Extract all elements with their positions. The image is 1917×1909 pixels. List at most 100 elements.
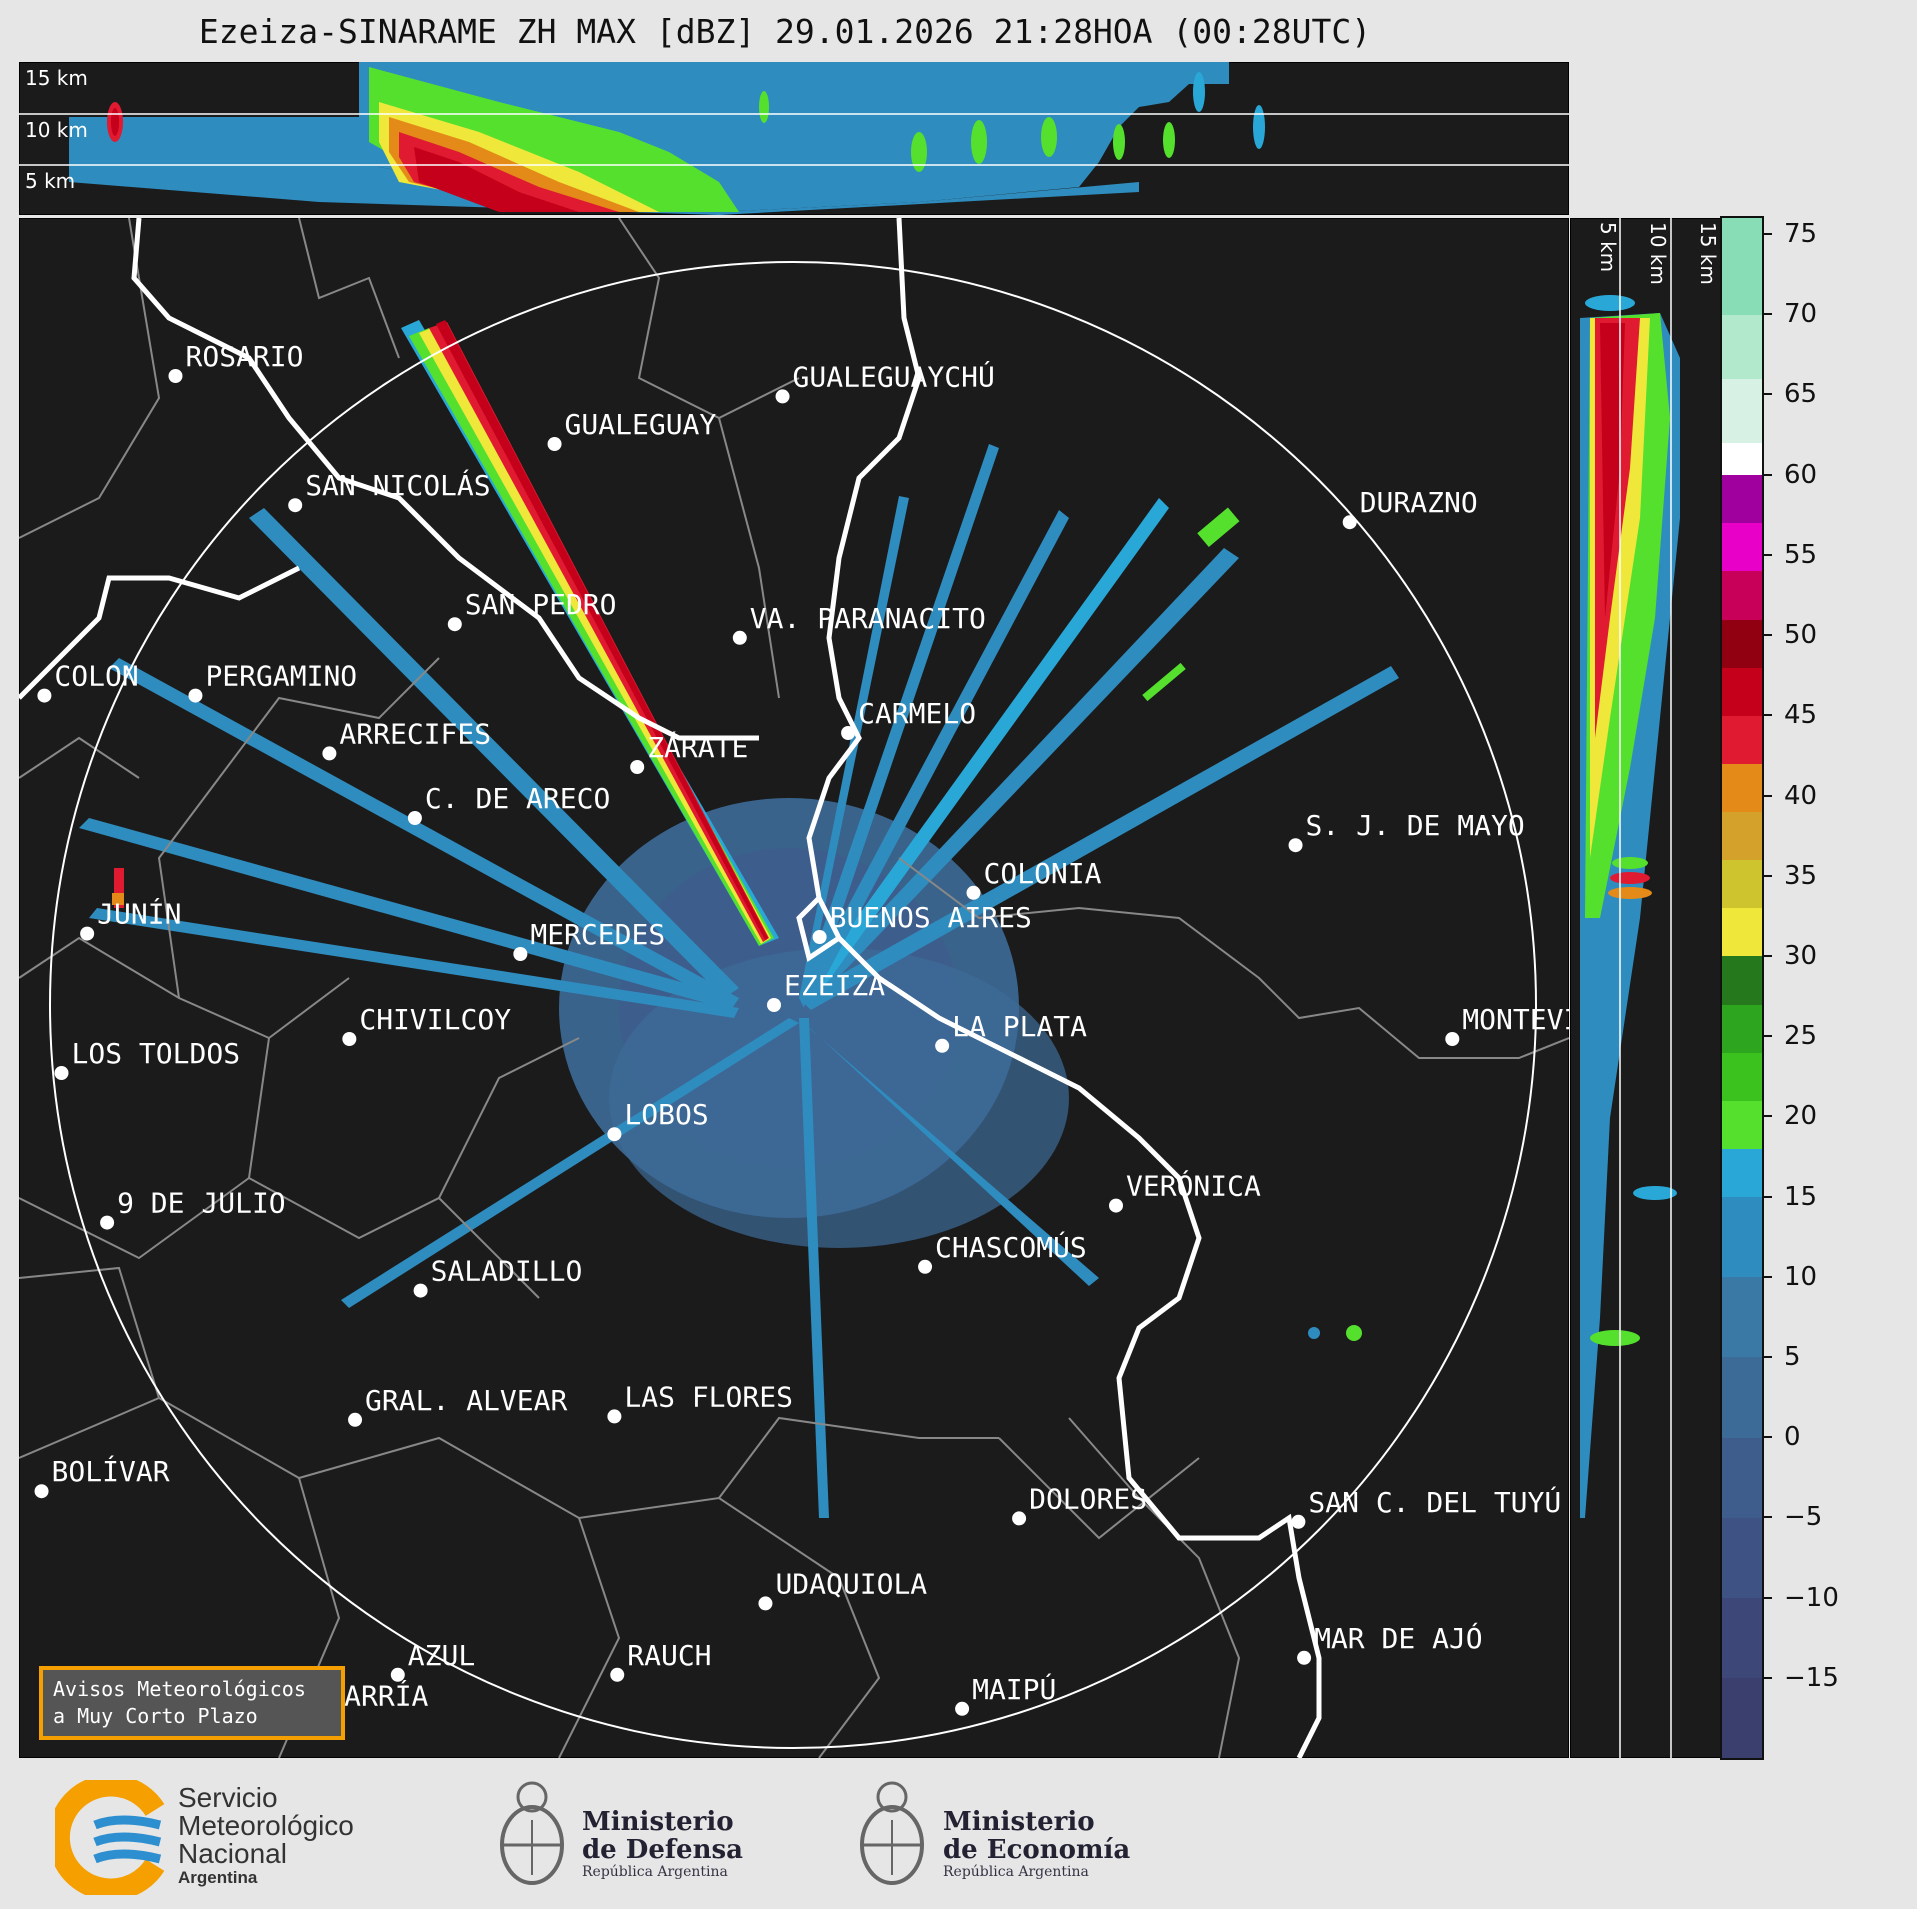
city-marker: DOLORES bbox=[1012, 1482, 1147, 1526]
city-dot bbox=[342, 1032, 357, 1046]
colorbar-band bbox=[1722, 667, 1762, 716]
colorbar-tick-label: 15 bbox=[1784, 1181, 1818, 1212]
city-label: CHASCOMÚS bbox=[935, 1230, 1087, 1264]
colorbar-tick-mark bbox=[1762, 714, 1772, 717]
city-label: 9 DE JULIO bbox=[117, 1187, 286, 1220]
radar-map: ROSARIO GUALEGUAYCHÚ GUALEGUAY SAN NICOLÁS D… bbox=[17, 217, 1631, 1760]
city-dot bbox=[1109, 1198, 1123, 1213]
smn-line-4: Argentina bbox=[178, 1868, 258, 1887]
colorbar-tick-mark bbox=[1762, 954, 1772, 957]
colorbar-tick-mark bbox=[1762, 473, 1772, 476]
colorbar-tick-label: 60 bbox=[1784, 459, 1818, 490]
height-label-15km: 15 km bbox=[25, 66, 88, 90]
economia-line-1: Ministerio bbox=[943, 1807, 1095, 1837]
economia-line-2: de Economía bbox=[943, 1835, 1131, 1865]
top-cross-section: 15 km 10 km 5 km bbox=[18, 61, 1570, 216]
colorbar-band bbox=[1722, 1004, 1762, 1053]
colorbar-tick-mark bbox=[1762, 874, 1772, 877]
city-dot bbox=[1342, 515, 1357, 530]
aviso-line-2: a Muy Corto Plazo bbox=[53, 1704, 258, 1728]
city-dot bbox=[767, 998, 781, 1012]
city-label: LAS FLORES bbox=[624, 1380, 793, 1413]
city-marker: ROSARIO bbox=[168, 340, 304, 383]
city-marker: SAN PEDRO bbox=[447, 588, 617, 632]
economia-coat-of-arms-icon bbox=[860, 1781, 924, 1885]
city-label: MAIPÚ bbox=[972, 1672, 1056, 1706]
city-dot bbox=[935, 1038, 950, 1053]
city-label: LOS TOLDOS bbox=[72, 1037, 241, 1070]
city-label: COLONIA bbox=[984, 857, 1102, 890]
colorbar-tick-label: 10 bbox=[1784, 1261, 1818, 1292]
city-dot bbox=[413, 1283, 428, 1298]
colorbar-tick-label: 50 bbox=[1784, 620, 1818, 651]
city-label: AZUL bbox=[408, 1639, 475, 1672]
city-dot bbox=[188, 688, 203, 703]
city-label: DOLORES bbox=[1029, 1482, 1147, 1515]
city-label: S. J. DE MAYO bbox=[1306, 809, 1525, 842]
city-dot bbox=[1297, 1650, 1312, 1665]
city-marker: 9 DE JULIO bbox=[100, 1187, 286, 1230]
city-dot bbox=[447, 617, 462, 632]
city-label: BUENOS AIRES bbox=[830, 901, 1032, 934]
side-height-label-15km: 15 km bbox=[1696, 222, 1720, 285]
city-marker: MAIPÚ bbox=[955, 1672, 1056, 1716]
colorbar-tick-label: 75 bbox=[1784, 219, 1818, 250]
colorbar-band bbox=[1722, 570, 1762, 620]
city-marker: AZUL bbox=[390, 1639, 475, 1682]
city-label: SAN NICOLÁS bbox=[305, 468, 490, 502]
colorbar-band bbox=[1722, 1356, 1762, 1438]
city-label: C. DE ARECO bbox=[425, 782, 610, 815]
city-dot bbox=[54, 1066, 69, 1080]
colorbar-band bbox=[1722, 442, 1762, 476]
colorbar-tick-label: 30 bbox=[1784, 940, 1818, 971]
city-marker: C. DE ARECO bbox=[407, 782, 610, 825]
city-dot bbox=[1012, 1511, 1027, 1526]
colorbar-tick-mark bbox=[1762, 233, 1772, 236]
city-dot bbox=[37, 688, 52, 703]
city-dot bbox=[1445, 1032, 1460, 1046]
city-dot bbox=[775, 389, 790, 404]
colorbar-tick-mark bbox=[1762, 553, 1772, 556]
city-dot bbox=[812, 930, 827, 944]
city-marker: GUALEGUAY bbox=[547, 408, 716, 451]
colorbar-band bbox=[1722, 1052, 1762, 1101]
colorbar-band bbox=[1722, 218, 1762, 315]
colorbar-tick-label: −15 bbox=[1784, 1662, 1839, 1693]
city-marker: GRAL. ALVEAR bbox=[348, 1384, 567, 1427]
city-marker: SALADILLO bbox=[413, 1255, 582, 1298]
city-marker: SAN C. DEL TUYÚ bbox=[1291, 1485, 1561, 1529]
city-dot bbox=[1291, 1514, 1306, 1529]
colorbar-tick-mark bbox=[1762, 1516, 1772, 1519]
radar-echoes bbox=[79, 320, 1399, 1518]
colorbar bbox=[1720, 216, 1764, 1760]
colorbar-tick-label: 5 bbox=[1784, 1341, 1801, 1372]
colorbar-tick-mark bbox=[1762, 393, 1772, 396]
colorbar-tick-label: −10 bbox=[1784, 1582, 1839, 1613]
colorbar-tick-mark bbox=[1762, 1355, 1772, 1358]
colorbar-tick-label: 65 bbox=[1784, 379, 1818, 410]
height-label-10km: 10 km bbox=[25, 118, 88, 142]
city-marker: ZÁRATE bbox=[630, 730, 748, 774]
city-dot bbox=[168, 369, 183, 383]
city-dot bbox=[841, 726, 856, 740]
city-dot bbox=[607, 1409, 622, 1424]
city-dot bbox=[100, 1215, 115, 1230]
city-label: MAR DE AJÓ bbox=[1314, 1621, 1483, 1655]
colorbar-band bbox=[1722, 1100, 1762, 1149]
colorbar-tick-mark bbox=[1762, 634, 1772, 637]
city-dot bbox=[630, 760, 645, 774]
city-dot bbox=[513, 947, 528, 961]
city-label: EZEIZA bbox=[784, 969, 885, 1002]
city-marker: SAN NICOLÁS bbox=[288, 468, 491, 513]
defensa-coat-of-arms-icon bbox=[500, 1781, 564, 1885]
city-dot bbox=[348, 1412, 363, 1427]
colorbar-ticks: 75 70 65 60 55 50 45 40 35 30 25 20 15 10 5 0 −5 −10 −15 bbox=[1762, 218, 1912, 1758]
admin-boundaries bbox=[18, 217, 1570, 1759]
city-dot bbox=[288, 498, 303, 513]
city-label: CARMELO bbox=[858, 697, 976, 730]
colorbar-band bbox=[1722, 1276, 1762, 1358]
colorbar-tick-mark bbox=[1762, 794, 1772, 797]
city-label: UDAQUIOLA bbox=[775, 1567, 927, 1600]
city-label: SAN C. DEL TUYÚ bbox=[1308, 1485, 1561, 1519]
colorbar-band bbox=[1722, 763, 1762, 813]
